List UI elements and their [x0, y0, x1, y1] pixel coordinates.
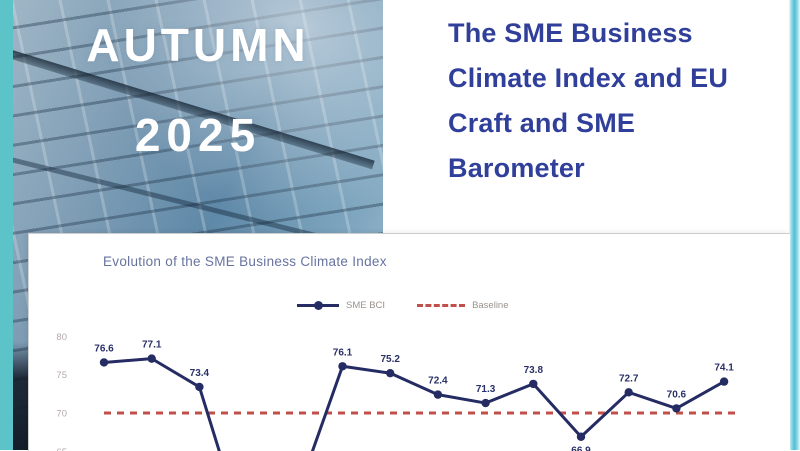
cover-year-label: 2025: [134, 109, 262, 161]
svg-text:70: 70: [56, 409, 67, 420]
legend-line-marker-icon: [297, 301, 339, 310]
svg-text:76.6: 76.6: [94, 343, 114, 354]
cover-season-label: AUTUMN: [86, 19, 310, 71]
svg-text:76.1: 76.1: [333, 347, 353, 358]
svg-text:75.2: 75.2: [380, 354, 400, 365]
svg-text:77.1: 77.1: [142, 340, 162, 351]
svg-text:75: 75: [56, 370, 67, 381]
svg-text:73.4: 73.4: [190, 368, 210, 379]
svg-text:70.6: 70.6: [667, 389, 687, 400]
cyan-right-stripe: [789, 0, 800, 450]
legend-label-baseline: Baseline: [472, 300, 509, 311]
svg-text:66.9: 66.9: [571, 446, 591, 451]
teal-sidebar: [0, 0, 13, 450]
chart-panel: 80 75 70 65 76.6 77.1 73.4 76.1 75.2 72.4 71.3 73.8…: [28, 233, 790, 451]
chart-title: Evolution of the SME Business Climate In…: [103, 254, 387, 269]
svg-text:74.1: 74.1: [714, 363, 734, 374]
legend-dashed-line-icon: [417, 304, 466, 307]
svg-text:71.3: 71.3: [476, 384, 496, 395]
svg-text:65: 65: [56, 447, 67, 451]
bci-line-chart: 80 75 70 65 76.6 77.1 73.4 76.1 75.2 72.4 71.3 73.8…: [56, 332, 741, 451]
chart-legend: SME BCI Baseline: [297, 300, 509, 311]
svg-text:72.7: 72.7: [619, 373, 639, 384]
svg-text:73.8: 73.8: [524, 365, 544, 376]
report-title: The SME Business Climate Index and EU Cr…: [448, 18, 729, 183]
svg-text:80: 80: [56, 332, 67, 343]
legend-label-sme-bci: SME BCI: [346, 300, 386, 311]
svg-text:72.4: 72.4: [428, 376, 448, 387]
